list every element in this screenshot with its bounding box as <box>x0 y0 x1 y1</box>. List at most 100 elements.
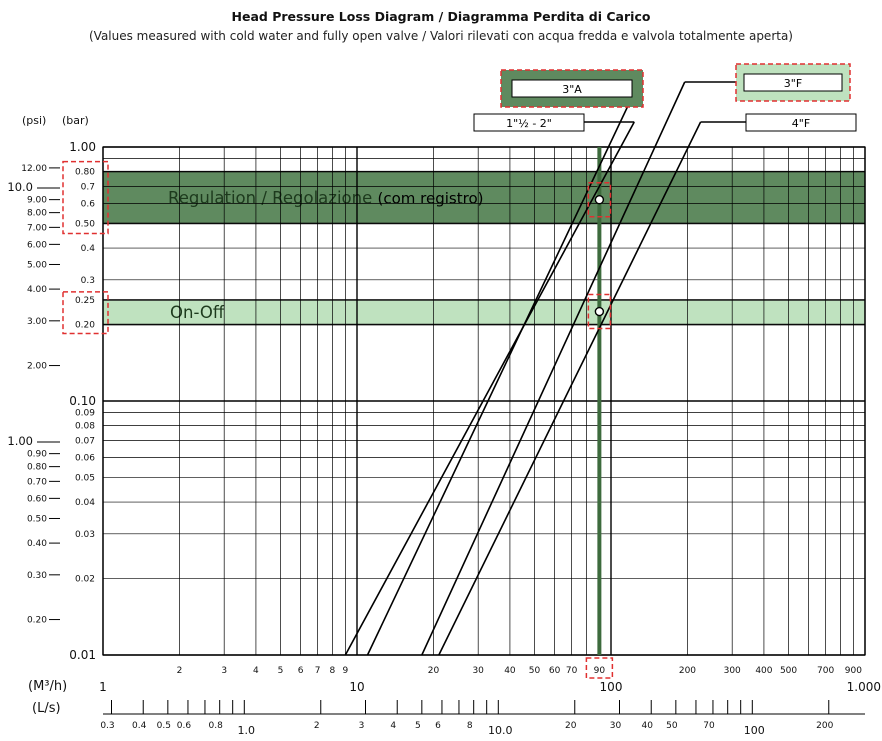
series-line-3 <box>438 121 702 656</box>
psi-tick-label: 0.60 <box>27 494 47 504</box>
ls-tick-label: 200 <box>816 721 833 731</box>
intersection-marker-0 <box>594 195 605 205</box>
ls-tick-label: 50 <box>666 721 678 731</box>
ls-tick-label: 0.8 <box>209 721 224 731</box>
bar-tick-label: 0.25 <box>75 296 95 306</box>
bar-tick-label: 0.10 <box>69 394 96 408</box>
ls-axis-label: (L/s) <box>32 701 61 716</box>
ls-tick-label: 0.5 <box>157 721 171 731</box>
axis-highlight-regulation <box>62 160 109 235</box>
x-tick-label: 90 <box>594 666 606 676</box>
series-label-0: 1"½ - 2" <box>506 117 552 130</box>
bar-tick-label: 0.02 <box>75 575 95 585</box>
x-tick-label: 50 <box>529 666 541 676</box>
bar-axis-label: (bar) <box>62 114 89 127</box>
x-tick-label: 60 <box>549 666 561 676</box>
ls-tick-label: 0.6 <box>177 721 192 731</box>
ls-tick-label: 5 <box>415 721 421 731</box>
x-tick-label: 3 <box>221 666 227 676</box>
psi-tick-label: 10.0 <box>7 180 33 194</box>
band-label-regulation: Regulation / Regolazione (com registro) <box>168 189 483 208</box>
psi-tick-label: 0.70 <box>27 477 47 487</box>
bar-tick-label: 0.50 <box>75 219 95 229</box>
label-layer: 1"½ - 2" 3"A 3"F 4"F 1.00 0.80 0.7 0.6 0.50 0.4 0.… <box>7 63 881 737</box>
series-label-box-2 <box>743 73 843 92</box>
bar-tick-label: 0.09 <box>75 409 95 419</box>
x-tick-label: 1 <box>99 680 107 694</box>
x-tick-label: 5 <box>278 666 284 676</box>
band-1 <box>103 299 865 325</box>
ls-tick-label: 10.0 <box>488 724 513 737</box>
psi-tick-label: 2.00 <box>27 362 47 372</box>
bar-tick-label: 0.05 <box>75 473 95 483</box>
x-highlight-90 <box>585 657 614 679</box>
x-tick-label: 2 <box>177 666 183 676</box>
ls-tick-label: 8 <box>467 721 473 731</box>
psi-tick-label: 3.00 <box>27 317 47 327</box>
x-tick-label: 10 <box>349 680 364 694</box>
series-label-box-0 <box>473 113 585 132</box>
ls-tick-label: 2 <box>314 721 320 731</box>
x-tick-label: 6 <box>298 666 304 676</box>
x-tick-label: 7 <box>315 666 321 676</box>
x-tick-label: 30 <box>472 666 484 676</box>
grid-layer <box>102 146 866 656</box>
psi-tick-label: 0.30 <box>27 571 47 581</box>
series-layer <box>344 81 746 656</box>
bar-tick-label: 0.08 <box>75 422 95 432</box>
psi-tick-label: 5.00 <box>27 260 47 270</box>
bar-tick-label: 1.00 <box>69 140 96 154</box>
series-line-0 <box>344 121 635 656</box>
series-label-3: 4"F <box>792 117 810 130</box>
bar-tick-label: 0.01 <box>69 648 96 662</box>
bar-tick-label: 0.20 <box>75 321 95 331</box>
bar-tick-label: 0.06 <box>75 453 95 463</box>
psi-tick-label: 7.00 <box>27 223 47 233</box>
x-tick-label: 8 <box>330 666 336 676</box>
series-label-1: 3"A <box>562 83 582 96</box>
marker-highlight-0 <box>587 181 612 218</box>
plot-frame <box>102 146 866 656</box>
x-tick-label: 900 <box>845 666 862 676</box>
ls-tick-label: 0.4 <box>132 721 147 731</box>
x-tick-label: 100 <box>600 680 623 694</box>
bar-tick-label: 0.7 <box>81 182 95 192</box>
ls-tick-label: 70 <box>703 721 715 731</box>
band-0 <box>103 171 865 224</box>
psi-tick-label: 0.20 <box>27 616 47 626</box>
ls-tick-label: 6 <box>435 721 441 731</box>
bar-tick-label: 0.07 <box>75 436 95 446</box>
psi-tick-label: 0.50 <box>27 514 47 524</box>
series-label-box-3 <box>745 113 857 132</box>
ls-tick-label: 40 <box>641 721 653 731</box>
bar-tick-label: 0.80 <box>75 168 95 178</box>
psi-tick-label: 0.40 <box>27 539 47 549</box>
psi-tick-label: 0.90 <box>27 450 47 460</box>
x-tick-label: 400 <box>755 666 772 676</box>
band-label-onoff: On-Off <box>170 303 225 322</box>
ls-tick-label: 30 <box>610 721 622 731</box>
ls-tick-label: 4 <box>390 721 396 731</box>
psi-tick-label: 6.00 <box>27 240 47 250</box>
marker-highlight-1 <box>587 293 612 330</box>
chart-subtitle: (Values measured with cold water and ful… <box>89 29 793 43</box>
ls-tick-label: 1.0 <box>238 724 256 737</box>
bar-tick-label: 0.03 <box>75 530 95 540</box>
x-tick-label: 20 <box>428 666 440 676</box>
psi-tick-label: 0.80 <box>27 463 47 473</box>
x-tick-label: 1.000 <box>847 680 881 694</box>
bar-tick-label: 0.3 <box>81 276 95 286</box>
x-tick-label: 9 <box>343 666 349 676</box>
x-tick-label: 40 <box>504 666 516 676</box>
chart-title: Head Pressure Loss Diagram / Diagramma P… <box>232 9 651 24</box>
ls-tick-label: 0.3 <box>100 721 114 731</box>
psi-axis-label: (psi) <box>22 114 46 127</box>
axis-highlight-onoff <box>62 291 109 335</box>
bar-tick-label: 0.4 <box>81 244 96 254</box>
x-tick-label: 500 <box>780 666 797 676</box>
bar-tick-label: 0.04 <box>75 498 95 508</box>
ls-tick-label: 20 <box>565 721 577 731</box>
x-tick-label: 4 <box>253 666 259 676</box>
series-line-2 <box>421 81 686 656</box>
